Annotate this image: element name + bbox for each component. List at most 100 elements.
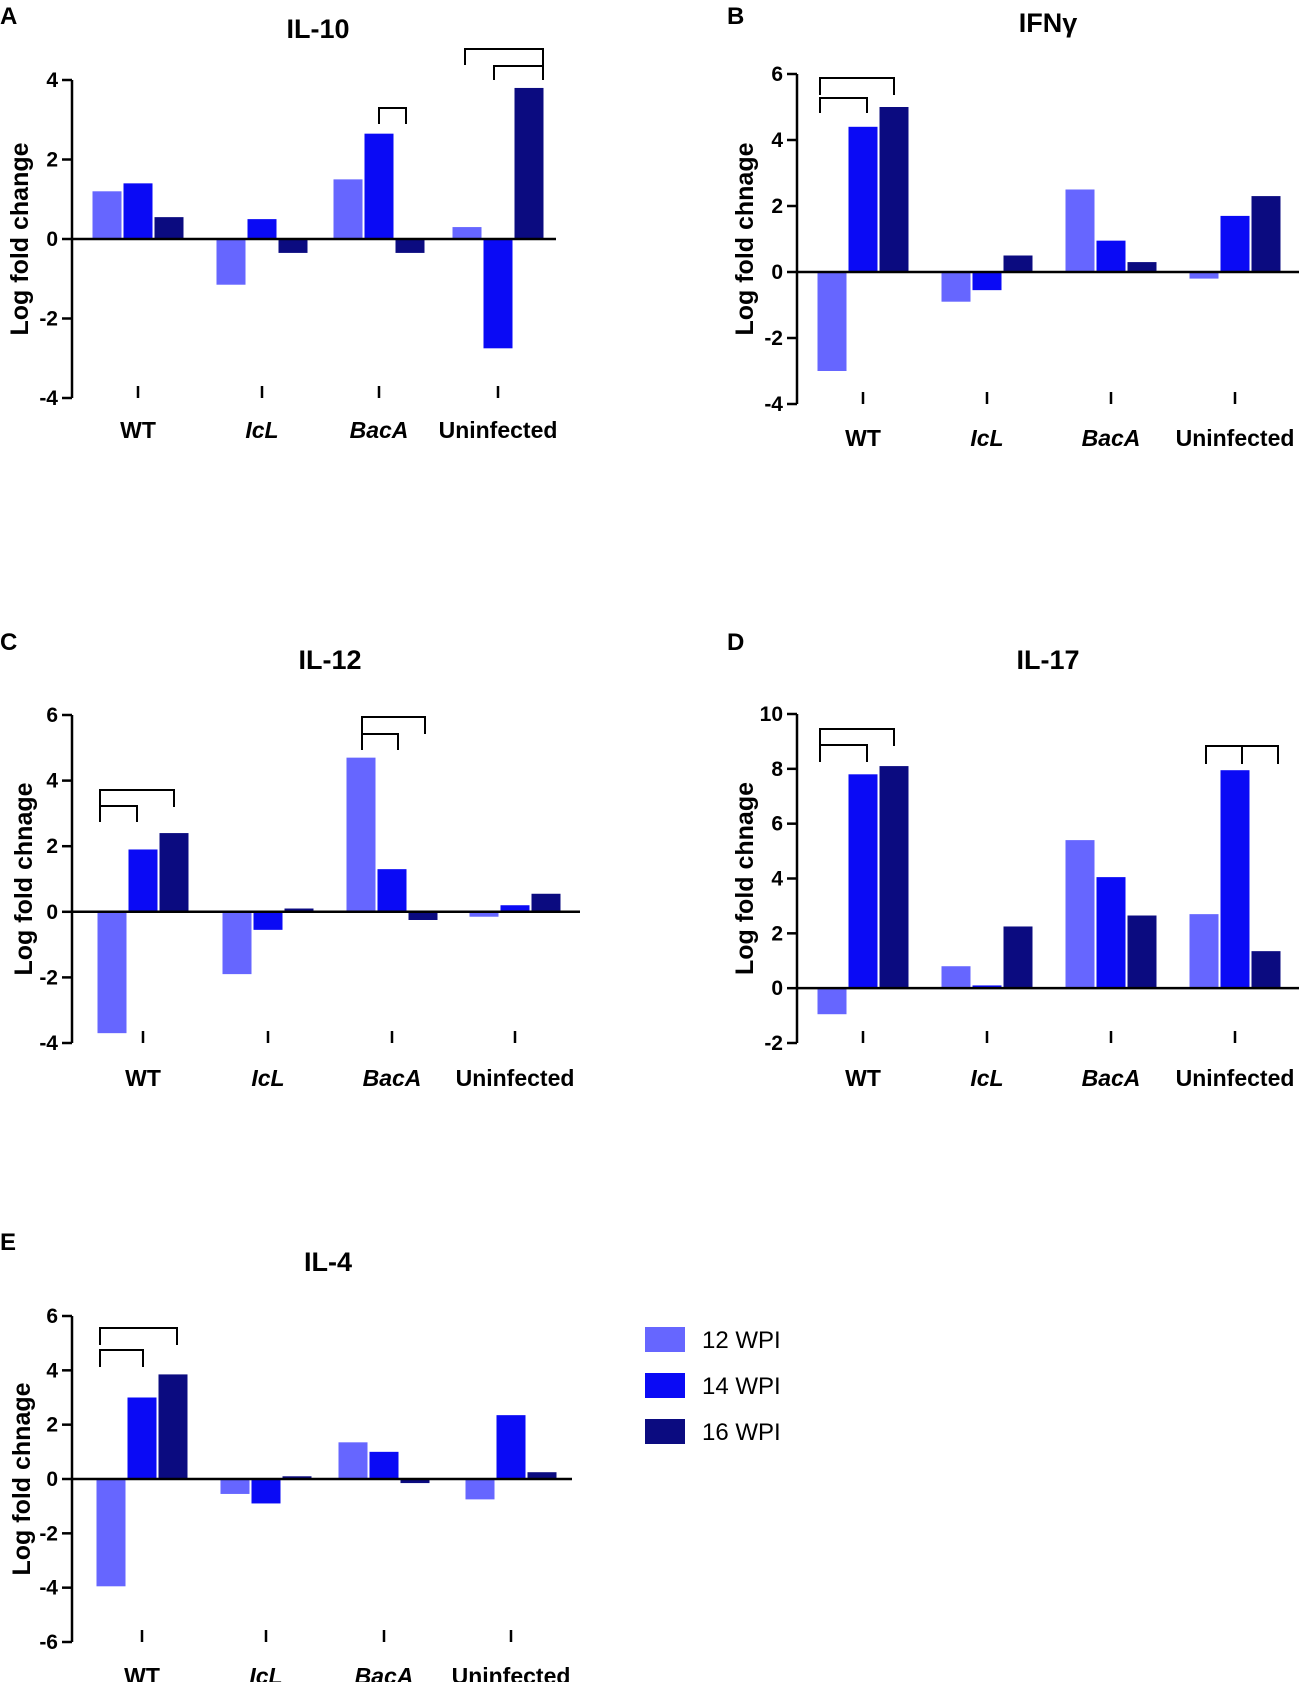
y-tick-label: 6 — [46, 1305, 58, 1328]
bar-baca-16-wpi — [1127, 915, 1157, 989]
bar-icl-12-wpi — [216, 239, 246, 285]
x-tick-label: IcL — [970, 1065, 1003, 1091]
significance-bracket — [361, 733, 399, 750]
y-tick-label: -2 — [39, 966, 58, 989]
bar-baca-14-wpi — [369, 1451, 399, 1479]
bar-wt-14-wpi — [848, 126, 878, 272]
bar-baca-12-wpi — [338, 1442, 368, 1479]
bar-wt-16-wpi — [879, 766, 909, 989]
bar-baca-12-wpi — [346, 757, 376, 912]
bar-icl-16-wpi — [282, 1476, 312, 1479]
bar-wt-16-wpi — [879, 107, 909, 272]
chart-title: IL-12 — [298, 645, 361, 675]
x-tick-label: Uninfected — [456, 1065, 575, 1091]
x-tick-label: Uninfected — [452, 1663, 571, 1682]
bar-icl-12-wpi — [941, 966, 971, 989]
x-tick-label: BacA — [1082, 1065, 1141, 1091]
y-tick-label: 4 — [771, 868, 783, 891]
bar-baca-12-wpi — [1065, 840, 1095, 989]
significance-bracket — [819, 744, 868, 762]
x-tick-label: Uninfected — [1176, 425, 1295, 451]
bar-wt-16-wpi — [158, 1374, 188, 1479]
y-tick-label: 2 — [46, 149, 58, 172]
y-tick-label: 4 — [46, 770, 58, 793]
chart-panel-A: A IL-10 Log fold change -4 -2 0 2 4 WT IcL BacA Uni… — [0, 3, 557, 443]
bar-uninfected-16-wpi — [527, 1472, 557, 1479]
bar-uninfected-14-wpi — [496, 1415, 526, 1479]
x-tick-label: IcL — [249, 1663, 282, 1682]
bar-baca-16-wpi — [1127, 262, 1157, 272]
chart-title: IL-17 — [1016, 645, 1079, 675]
y-axis-label: Log fold chnage — [8, 1382, 36, 1575]
y-tick-label: 0 — [46, 901, 58, 924]
legend-swatch — [645, 1373, 685, 1398]
bar-icl-14-wpi — [247, 219, 277, 239]
bar-icl-12-wpi — [222, 911, 252, 975]
y-tick-label: 2 — [46, 835, 58, 858]
bar-wt-12-wpi — [92, 191, 122, 239]
significance-bracket — [493, 65, 544, 80]
significance-bracket — [819, 77, 895, 95]
bar-wt-12-wpi — [817, 272, 847, 371]
y-tick-label: 2 — [46, 1414, 58, 1437]
bar-icl-12-wpi — [220, 1479, 250, 1494]
panel-letter: E — [0, 1229, 16, 1256]
bar-icl-12-wpi — [941, 272, 971, 302]
bar-icl-16-wpi — [1003, 255, 1033, 272]
y-tick-label: 0 — [771, 261, 783, 284]
y-axis-label: Log fold change — [6, 142, 34, 335]
y-tick-label: -2 — [764, 327, 783, 350]
x-tick-label: Uninfected — [439, 417, 558, 443]
x-tick-label: WT — [125, 1065, 161, 1091]
chart-title: IL-4 — [304, 1247, 352, 1277]
x-tick-label: IcL — [251, 1065, 284, 1091]
bar-baca-12-wpi — [1065, 189, 1095, 272]
y-tick-label: 0 — [46, 1468, 58, 1491]
bar-wt-12-wpi — [817, 988, 847, 1015]
legend-swatch — [645, 1419, 685, 1444]
legend-label: 16 WPI — [702, 1419, 781, 1446]
bar-uninfected-14-wpi — [1220, 215, 1250, 272]
chart-title: IFNγ — [1019, 8, 1078, 38]
panel-letter: C — [0, 629, 17, 656]
x-tick-label: WT — [120, 417, 156, 443]
y-tick-label: 6 — [771, 63, 783, 86]
significance-bracket — [99, 805, 138, 822]
bar-baca-14-wpi — [377, 869, 407, 912]
bar-wt-14-wpi — [127, 1397, 157, 1479]
bar-icl-16-wpi — [284, 908, 314, 912]
bar-wt-14-wpi — [123, 183, 153, 239]
y-tick-label: 4 — [46, 69, 58, 92]
y-tick-label: -4 — [39, 387, 58, 410]
y-tick-label: 0 — [771, 977, 783, 1000]
y-tick-label: 8 — [771, 758, 783, 781]
chart-panel-C: C IL-12 Log fold chnage -4 -2 0 2 4 6 WT IcL BacA Un… — [0, 629, 580, 1091]
bar-baca-14-wpi — [1096, 240, 1126, 272]
bar-uninfected-16-wpi — [1251, 951, 1281, 989]
y-tick-label: -2 — [764, 1032, 783, 1055]
significance-bracket — [361, 716, 426, 734]
bar-uninfected-14-wpi — [500, 905, 530, 912]
chart-panel-E: E IL-4 Log fold chnage -6 -4 -2 0 2 4 6 WT IcL BacA U… — [0, 1229, 572, 1682]
y-tick-label: -2 — [39, 308, 58, 331]
x-tick-label: WT — [845, 1065, 881, 1091]
bar-baca-16-wpi — [408, 911, 438, 920]
y-tick-label: 2 — [771, 922, 783, 945]
bar-uninfected-12-wpi — [452, 227, 482, 239]
significance-bracket — [464, 48, 544, 65]
y-tick-label: -4 — [39, 1577, 58, 1600]
significance-bracket — [99, 1349, 144, 1367]
y-tick-label: 6 — [771, 813, 783, 836]
bar-icl-14-wpi — [972, 272, 1002, 291]
y-tick-label: -2 — [39, 1522, 58, 1545]
x-tick-label: WT — [845, 425, 881, 451]
bar-uninfected-16-wpi — [531, 893, 561, 912]
panel-letter: D — [727, 629, 744, 656]
y-tick-label: 10 — [760, 703, 783, 726]
chart-panel-D: D IL-17 Log fold chnage -2 0 2 4 6 8 10 WT IcL BacA U… — [727, 629, 1299, 1091]
bar-icl-14-wpi — [253, 911, 283, 930]
bar-wt-16-wpi — [159, 833, 189, 912]
x-tick-label: BacA — [355, 1663, 414, 1682]
panel-letter: B — [727, 3, 744, 30]
